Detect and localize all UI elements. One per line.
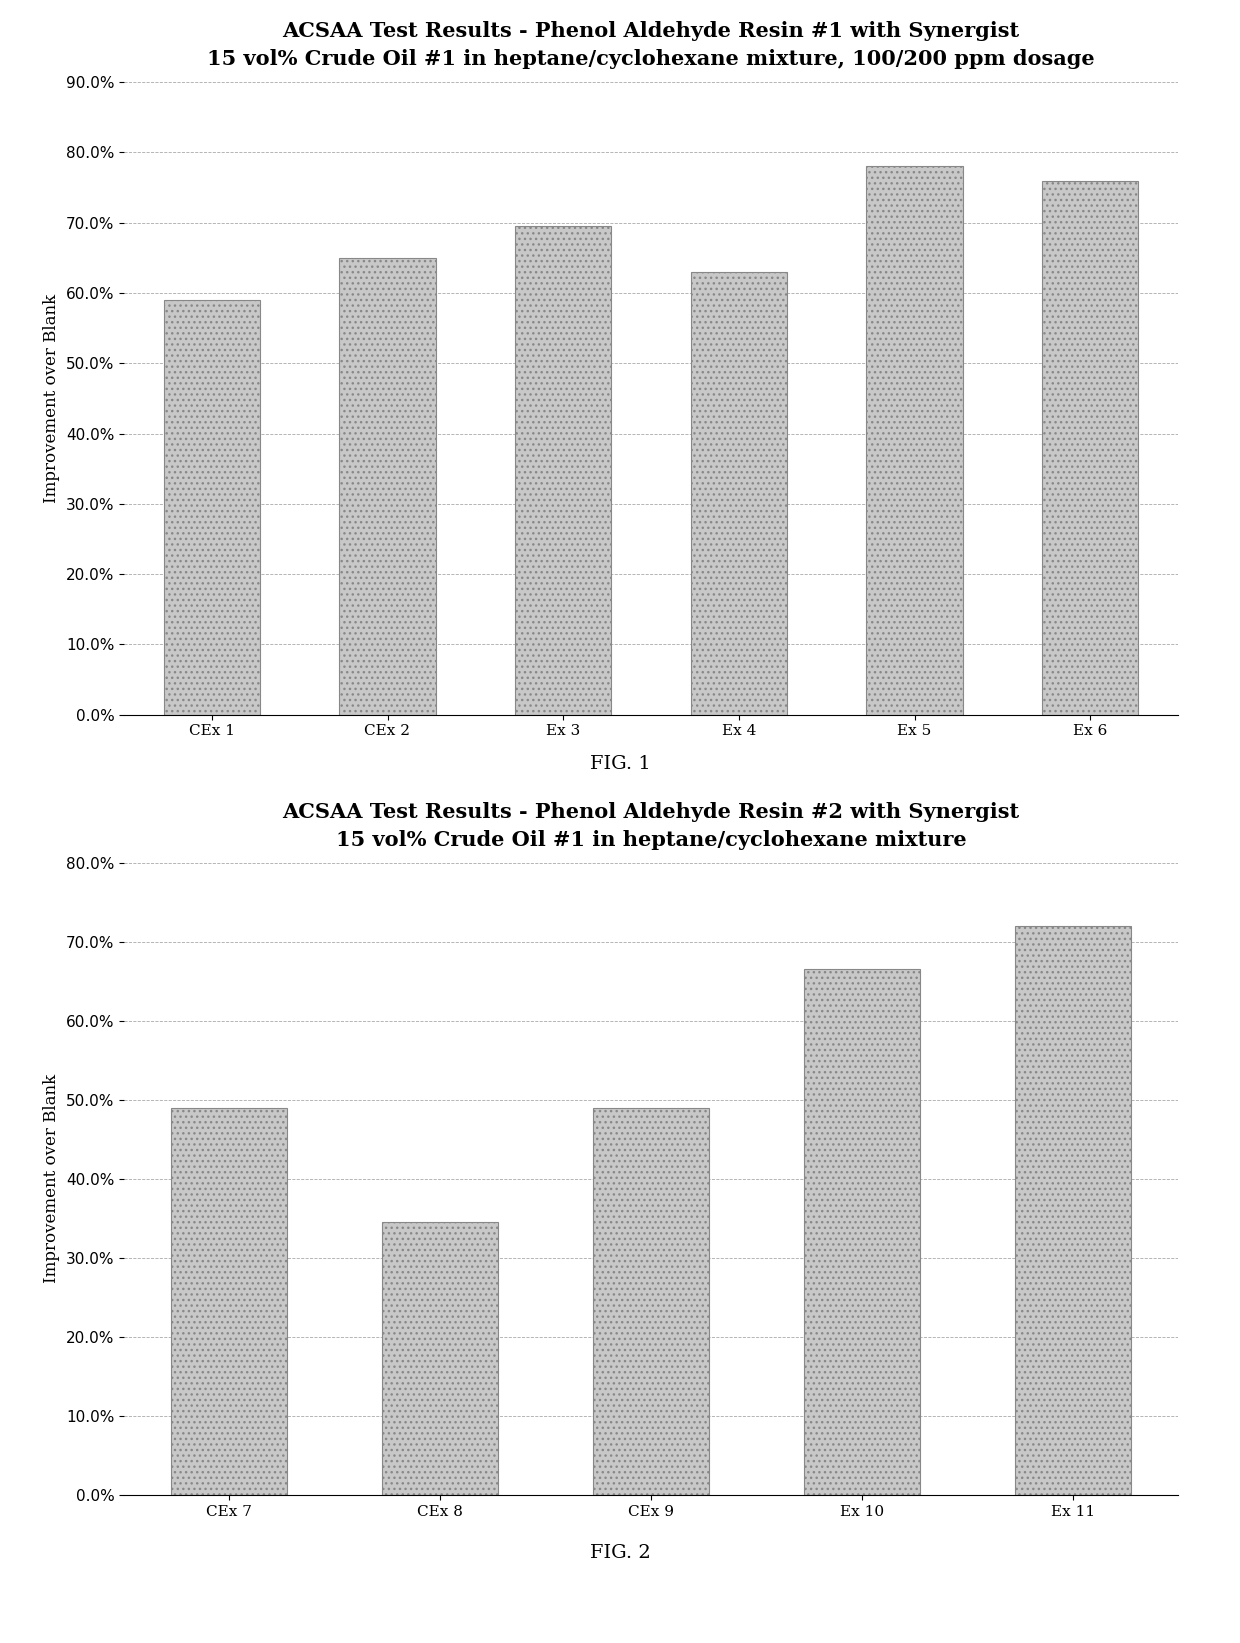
Bar [382, 1222, 498, 1495]
Text: FIG. 2: FIG. 2 [590, 1544, 650, 1561]
Bar [515, 227, 611, 715]
Y-axis label: Improvement over Blank: Improvement over Blank [43, 1075, 61, 1283]
Bar [691, 271, 787, 715]
Bar [164, 301, 260, 715]
Title: ACSAA Test Results - Phenol Aldehyde Resin #2 with Synergist
15 vol% Crude Oil #: ACSAA Test Results - Phenol Aldehyde Res… [283, 802, 1019, 849]
Y-axis label: Improvement over Blank: Improvement over Blank [43, 294, 61, 503]
Bar [804, 969, 920, 1495]
Title: ACSAA Test Results - Phenol Aldehyde Resin #1 with Synergist
15 vol% Crude Oil #: ACSAA Test Results - Phenol Aldehyde Res… [207, 21, 1095, 69]
Bar [171, 1107, 288, 1495]
Bar [593, 1107, 709, 1495]
Bar [867, 166, 962, 715]
Bar [340, 258, 435, 715]
Text: FIG. 1: FIG. 1 [590, 756, 650, 772]
Bar [1014, 927, 1131, 1495]
Bar [1042, 181, 1138, 715]
